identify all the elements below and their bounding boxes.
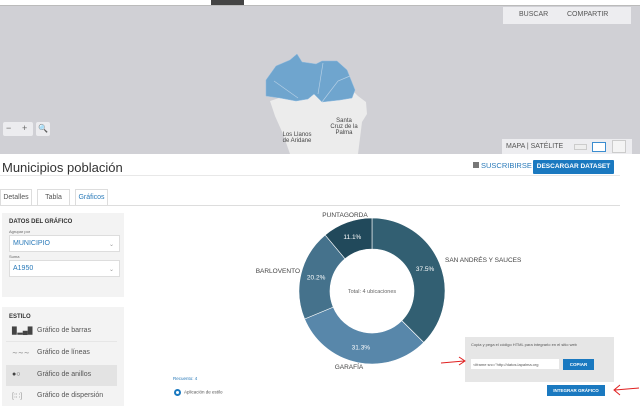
- zoom-control: − +: [3, 122, 33, 136]
- embed-instructions: Copia y pega el código HTML para integra…: [471, 342, 577, 347]
- slice-category-label: BARLOVENTO: [256, 268, 300, 275]
- style-item-line[interactable]: ∼∼∼ Gráfico de líneas: [6, 343, 117, 364]
- tab-detalles[interactable]: Detalles: [0, 189, 32, 205]
- group-by-label: Agrupar por: [9, 229, 31, 234]
- chevron-down-icon: ⌄: [108, 267, 114, 273]
- slice-category-label: GARAFÍA: [335, 362, 364, 371]
- chevron-down-icon: ⌄: [108, 242, 114, 248]
- page-title: Municipios población: [2, 160, 123, 175]
- slice-percent-label: 31.3%: [352, 344, 371, 351]
- tabs-divider: [0, 205, 620, 206]
- sum-value: A1950: [13, 265, 34, 272]
- divider: [0, 175, 620, 176]
- style-item-label: Gráfico de barras: [37, 327, 92, 334]
- scatter-chart-icon: [∶∷]: [12, 393, 23, 400]
- map-toolbar: BUSCAR COMPARTIR: [503, 7, 631, 24]
- red-arrow-annotation: [613, 384, 640, 396]
- style-item-scatter[interactable]: [∶∷] Gráfico de dispersión: [6, 386, 117, 407]
- slice-category-label: PUNTAGORDA: [322, 212, 368, 219]
- donut-chart-icon: ●○: [12, 371, 21, 378]
- zoom-out-button[interactable]: −: [6, 123, 12, 133]
- top-tab[interactable]: [211, 0, 244, 5]
- download-dataset-button[interactable]: DESCARGAR DATASET: [533, 160, 614, 174]
- red-arrow-annotation: [440, 356, 466, 366]
- map[interactable]: BUSCAR COMPARTIR − + 🔍 Los Llanos de Ari…: [0, 6, 640, 154]
- style-item-label: Gráfico de dispersión: [37, 392, 104, 399]
- layer-option-3[interactable]: [612, 140, 626, 153]
- style-item-label: Gráfico de líneas: [37, 349, 90, 356]
- copy-button[interactable]: COPIAR: [563, 359, 594, 370]
- style-item-label: Gráfico de anillos: [37, 371, 92, 378]
- layer-option-1[interactable]: [574, 144, 587, 150]
- map-canvas: [265, 53, 367, 154]
- integrate-chart-button[interactable]: INTEGRAR GRÁFICO: [547, 385, 605, 396]
- slice-percent-label: 20.2%: [307, 274, 326, 281]
- donut-slice[interactable]: [298, 234, 346, 320]
- municipality-regions: [265, 53, 356, 103]
- style-app-icon: [174, 389, 181, 396]
- donut-slice[interactable]: [304, 306, 425, 365]
- search-button[interactable]: BUSCAR: [519, 11, 549, 18]
- layer-switcher: MAPA | SATÉLITE: [502, 139, 632, 154]
- line-chart-icon: ∼∼∼: [12, 350, 30, 357]
- donut-center-text: Total: 4 ubicaciones: [348, 289, 397, 295]
- tab-tabla[interactable]: Tabla: [37, 189, 70, 205]
- share-button[interactable]: COMPARTIR: [567, 11, 609, 18]
- style-panel: ESTILO: [2, 307, 124, 406]
- chart-data-panel: DATOS DEL GRÁFICO Agrupar por MUNICIPIO ⌄…: [2, 213, 124, 297]
- map-satellite-toggle[interactable]: MAPA | SATÉLITE: [506, 143, 564, 150]
- rss-icon: [473, 162, 479, 168]
- subscribe-label: SUSCRIBIRSE: [481, 161, 532, 170]
- slice-percent-label: 11.1%: [343, 234, 361, 241]
- donut-slice[interactable]: [371, 217, 446, 343]
- label-los-llanos: Los Llanos de Aridane: [282, 132, 312, 144]
- style-app-link[interactable]: Aplicación de estilo: [174, 389, 223, 396]
- slice-category-label: SAN ANDRÉS Y SAUCES: [445, 255, 522, 264]
- subscribe-link[interactable]: SUSCRIBIRSE: [473, 161, 532, 170]
- count-text: Recuento: 4: [173, 376, 198, 381]
- style-app-label: Aplicación de estilo: [184, 389, 223, 395]
- style-title: ESTILO: [9, 314, 31, 320]
- donut-slice[interactable]: [324, 217, 373, 260]
- bar-chart-icon: ▉▂▄▉: [12, 328, 34, 335]
- sum-select[interactable]: A1950 ⌄: [9, 260, 120, 277]
- style-item-donut[interactable]: ●○ Gráfico de anillos: [6, 365, 117, 386]
- zoom-in-button[interactable]: +: [22, 123, 28, 133]
- style-item-bar[interactable]: ▉▂▄▉ Gráfico de barras: [6, 321, 117, 342]
- label-santa-cruz: Santa Cruz de la Palma: [330, 118, 358, 136]
- tab-graficos[interactable]: Gráficos: [75, 189, 108, 205]
- layer-option-2[interactable]: [592, 142, 606, 152]
- group-by-select[interactable]: MUNICIPIO ⌄: [9, 235, 120, 252]
- group-by-value: MUNICIPIO: [13, 240, 50, 247]
- magnifier-icon[interactable]: 🔍: [36, 122, 50, 136]
- embed-panel: Copia y pega el código HTML para integra…: [465, 337, 614, 382]
- sum-label: Suma: [9, 254, 20, 259]
- island-south: [270, 90, 367, 154]
- slice-percent-label: 37.5%: [416, 266, 435, 273]
- embed-code-input[interactable]: <iframe src="http://datos.lapalma.org: [471, 359, 559, 369]
- chart-data-title: DATOS DEL GRÁFICO: [9, 219, 73, 225]
- top-bar: [0, 0, 640, 6]
